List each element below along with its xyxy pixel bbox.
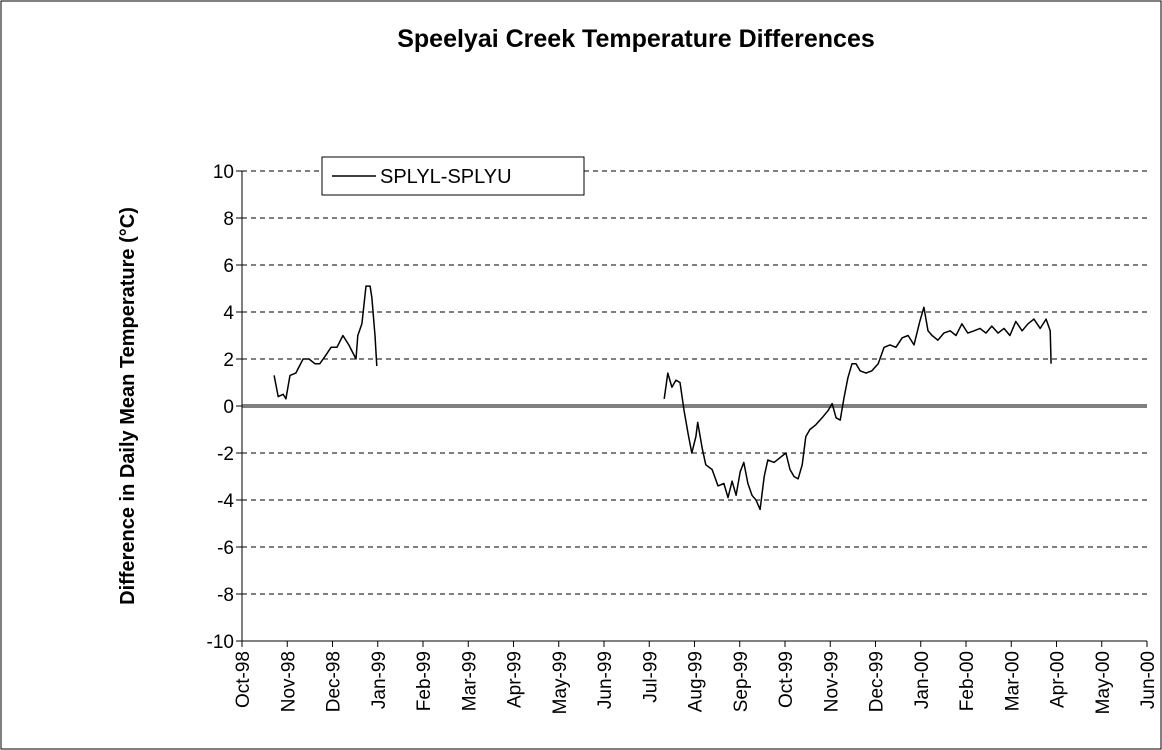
chart-title: Speelyai Creek Temperature Differences <box>397 25 875 53</box>
x-tick-label: Jun-00 <box>1138 651 1159 709</box>
y-tick-label: 8 <box>223 209 234 230</box>
y-tick-label: -4 <box>217 491 234 512</box>
y-tick-label: -10 <box>207 632 234 653</box>
x-tick-label: May-00 <box>1093 651 1114 714</box>
x-tick-label: Feb-00 <box>957 651 978 711</box>
x-tick-label: Jan-99 <box>369 651 390 709</box>
x-tick-label: Dec-98 <box>324 651 345 712</box>
y-tick-label: 2 <box>223 350 234 371</box>
y-tick-label: 10 <box>213 162 234 183</box>
y-axis-label: Difference in Daily Mean Temperature (°C… <box>117 207 139 605</box>
x-tick-label: Oct-99 <box>776 651 797 708</box>
x-tick-label: Apr-00 <box>1048 651 1069 708</box>
y-tick-label: -6 <box>217 538 234 559</box>
x-tick-label: Feb-99 <box>414 651 435 711</box>
x-tick-label: Aug-99 <box>686 651 707 712</box>
x-tick-label: Nov-98 <box>278 651 299 712</box>
x-tick-label: Jul-99 <box>640 651 661 703</box>
y-tick-label: 6 <box>223 256 234 277</box>
y-tick-label: -8 <box>217 585 234 606</box>
x-tick-label: Apr-99 <box>505 651 526 708</box>
x-tick-label: May-99 <box>550 651 571 714</box>
x-tick-label: Oct-98 <box>233 651 254 708</box>
x-tick-label: Mar-00 <box>1002 651 1023 711</box>
y-tick-label: 4 <box>223 303 234 324</box>
x-tick-label: Sep-99 <box>731 651 752 712</box>
y-tick-label: 0 <box>223 397 234 418</box>
x-tick-label: Jan-00 <box>912 651 933 709</box>
legend-label: SPLYL-SPLYU <box>380 166 512 188</box>
x-tick-label: Nov-99 <box>821 651 842 712</box>
data-line <box>273 285 1052 511</box>
x-tick-label: Mar-99 <box>459 651 480 711</box>
x-tick-label: Jun-99 <box>595 651 616 709</box>
x-tick-label: Dec-99 <box>867 651 888 712</box>
y-tick-label: -2 <box>217 444 234 465</box>
